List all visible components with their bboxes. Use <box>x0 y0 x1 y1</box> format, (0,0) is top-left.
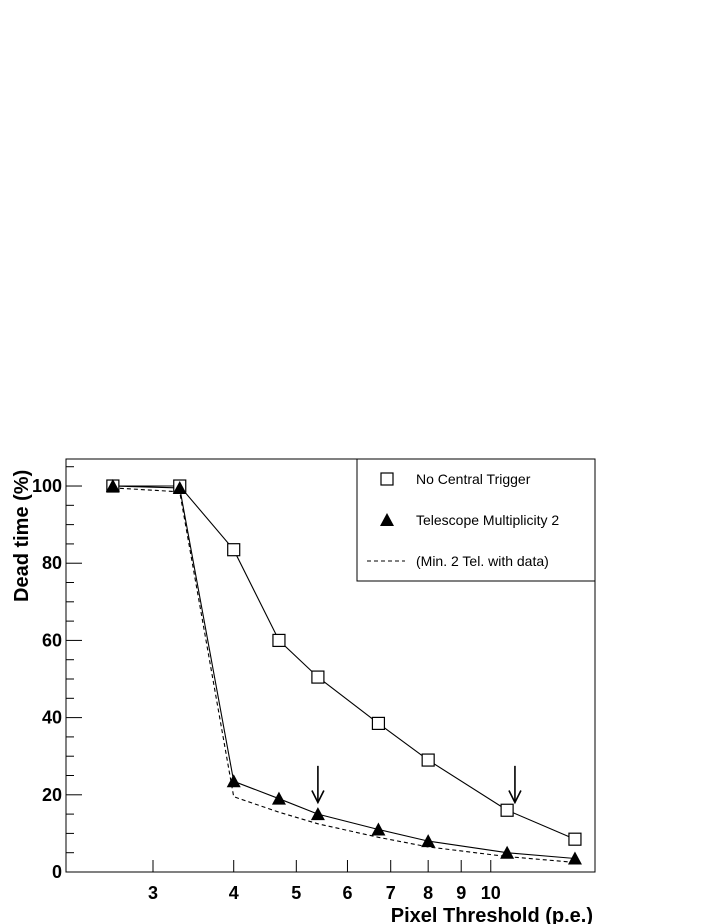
arrow-head <box>508 790 522 805</box>
y-tick-label: 0 <box>52 862 62 882</box>
square-marker <box>227 543 241 557</box>
triangle-marker <box>271 791 286 805</box>
legend: No Central Trigger Telescope Multiplicity… <box>356 458 596 582</box>
markers-group <box>105 479 582 865</box>
triangle-marker <box>371 822 386 836</box>
triangle-marker <box>500 845 515 859</box>
square-marker <box>500 803 514 817</box>
x-tick-label: 8 <box>423 883 433 903</box>
square-marker <box>272 633 286 648</box>
series-line <box>112 487 576 863</box>
square-marker <box>568 832 582 846</box>
x-tick-label: 6 <box>342 883 352 903</box>
legend-label: Telescope Multiplicity 2 <box>416 512 559 528</box>
plot-frame <box>65 458 596 873</box>
y-tick-label: 80 <box>42 553 62 573</box>
y-tick-label: 20 <box>42 785 62 805</box>
triangle-marker <box>567 851 582 865</box>
annotation-arrows <box>311 765 522 805</box>
square-marker <box>311 670 325 684</box>
triangle-marker <box>226 774 241 788</box>
x-tick-label: 5 <box>291 883 301 903</box>
square-marker <box>421 753 435 767</box>
square-marker <box>371 716 386 730</box>
x-tick-label: 9 <box>456 883 466 903</box>
legend-label: No Central Trigger <box>416 471 531 487</box>
x-tick-label: 3 <box>148 883 158 903</box>
y-tick-label: 60 <box>42 630 62 650</box>
x-tick-label: 10 <box>481 883 501 903</box>
legend-triangle-icon <box>380 513 394 526</box>
x-tick-label: 7 <box>386 883 396 903</box>
x-tick-label: 4 <box>229 883 239 903</box>
triangle-marker <box>172 480 187 494</box>
triangle-marker <box>105 479 120 493</box>
axis-ticks: 0 20 40 60 80 100 3 4 5 6 7 8 9 10 <box>32 466 501 903</box>
y-tick-label: 40 <box>42 708 62 728</box>
triangle-marker <box>310 807 325 821</box>
legend-square-icon <box>380 472 394 486</box>
x-axis-title: Pixel Threshold (p.e.) <box>391 905 593 924</box>
y-axis-title: Dead time (%) <box>11 470 33 602</box>
triangle-marker <box>421 834 436 848</box>
legend-label: (Min. 2 Tel. with data) <box>416 553 549 569</box>
y-tick-label: 100 <box>32 476 62 496</box>
arrow-head <box>311 790 325 805</box>
